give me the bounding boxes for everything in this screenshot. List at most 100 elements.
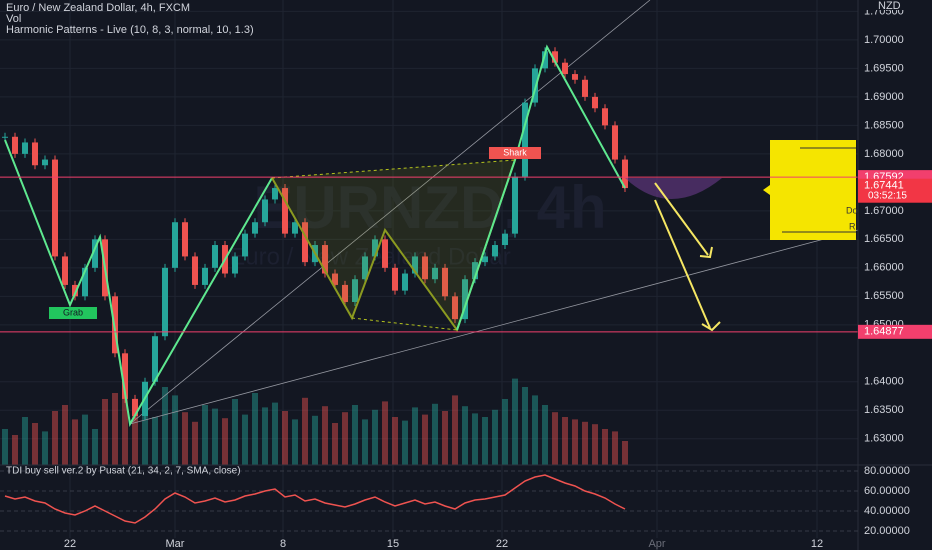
- volume-bar: [452, 395, 458, 465]
- price-tag: [858, 324, 932, 339]
- volume-bar: [182, 412, 188, 465]
- candle: [92, 239, 98, 268]
- volume-bar: [442, 411, 448, 465]
- candle: [232, 256, 238, 274]
- candle: [52, 159, 58, 257]
- candle: [412, 256, 418, 274]
- pattern-line: [4, 139, 273, 427]
- candle: [302, 222, 308, 263]
- volume-bar: [482, 417, 488, 465]
- candle: [622, 159, 628, 189]
- candle: [192, 256, 198, 285]
- candle: [212, 245, 218, 268]
- arrow: [654, 199, 711, 329]
- candle: [362, 256, 368, 280]
- candle: [242, 233, 248, 257]
- candle: [402, 273, 408, 291]
- volume-bar: [302, 397, 308, 465]
- x-tick-label: Apr: [648, 538, 665, 550]
- candle: [382, 239, 388, 268]
- candle: [252, 222, 258, 234]
- volume-bar: [282, 411, 288, 465]
- volume-bar: [222, 418, 228, 465]
- volume-bar: [32, 423, 38, 465]
- volume-bar: [592, 424, 598, 465]
- candle: [162, 267, 168, 337]
- candle: [502, 233, 508, 246]
- y-tick-label: 1.69500: [864, 62, 904, 74]
- y-tick-label: 1.65500: [864, 290, 904, 302]
- candle: [172, 222, 178, 268]
- tdi-tick-label: 20.00000: [864, 525, 910, 537]
- volume-bar: [22, 417, 28, 465]
- y-tick-label: 1.66500: [864, 233, 904, 245]
- volume-bar: [122, 381, 128, 465]
- candle: [272, 188, 278, 200]
- candle: [152, 336, 158, 382]
- last-price-label: 1.67441: [864, 180, 904, 192]
- volume-bar: [252, 393, 258, 465]
- candle: [572, 74, 578, 80]
- candle: [2, 136, 8, 138]
- candle: [82, 267, 88, 297]
- candle: [292, 222, 298, 234]
- candle: [72, 284, 78, 297]
- grid: [0, 0, 858, 538]
- countdown: 03:52:15: [868, 190, 907, 201]
- tdi-line: [4, 474, 626, 524]
- candle: [592, 96, 598, 109]
- candle: [32, 142, 38, 166]
- volume-bar: [612, 431, 618, 465]
- x-tick-label: 15: [387, 538, 399, 550]
- volume-bar: [162, 387, 168, 465]
- volume: [2, 378, 628, 465]
- x-tick-label: 22: [64, 538, 76, 550]
- price-tag-label: 1.64877: [864, 326, 904, 338]
- candle: [542, 51, 548, 69]
- arrow-head: [701, 321, 721, 332]
- tdi-tick-label: 40.00000: [864, 505, 910, 517]
- candle: [372, 239, 378, 257]
- volume-bar: [552, 412, 558, 465]
- watermark-sub: Euro / New Zealand Dollar: [229, 243, 510, 270]
- tdi-title: TDI buy sell ver.2 by Pusat (21, 34, 2, …: [6, 466, 241, 477]
- volume-bar: [132, 407, 138, 465]
- volume-bar: [152, 417, 158, 465]
- candle: [472, 262, 478, 280]
- price-lines: [0, 176, 858, 333]
- volume-bar: [402, 420, 408, 465]
- arrow: [654, 182, 709, 256]
- chart-title: Euro / New Zealand Dollar, 4h, FXCM: [6, 2, 190, 14]
- tdi-tick-label: 80.00000: [864, 465, 910, 477]
- candle: [452, 296, 458, 320]
- volume-bar: [362, 419, 368, 465]
- candle: [12, 136, 18, 154]
- volume-bar: [372, 409, 378, 465]
- watermark: EURNZD, 4h: [253, 174, 606, 241]
- candle: [552, 51, 558, 63]
- volume-bar: [272, 402, 278, 465]
- volume-bar: [212, 408, 218, 465]
- candle: [522, 102, 528, 177]
- volume-bar: [42, 431, 48, 465]
- candle: [602, 108, 608, 126]
- volume-bar: [422, 414, 428, 465]
- candle: [492, 245, 498, 257]
- currency: NZD: [878, 0, 901, 12]
- y-tick-label: 1.64000: [864, 376, 904, 388]
- currency-bg: [859, 0, 932, 10]
- candle: [482, 256, 488, 263]
- volume-bar: [562, 417, 568, 465]
- candle: [392, 267, 398, 291]
- yellow-box: [770, 140, 856, 240]
- pattern-line: [456, 44, 626, 331]
- volume-bar: [192, 421, 198, 465]
- y-tick-label: 1.68500: [864, 119, 904, 131]
- volume-bar: [262, 407, 268, 465]
- candle: [352, 279, 358, 303]
- volume-bar: [522, 387, 528, 465]
- candle: [432, 267, 438, 280]
- candle: [462, 279, 468, 320]
- trendline: [129, 229, 859, 425]
- volume-bar: [602, 429, 608, 465]
